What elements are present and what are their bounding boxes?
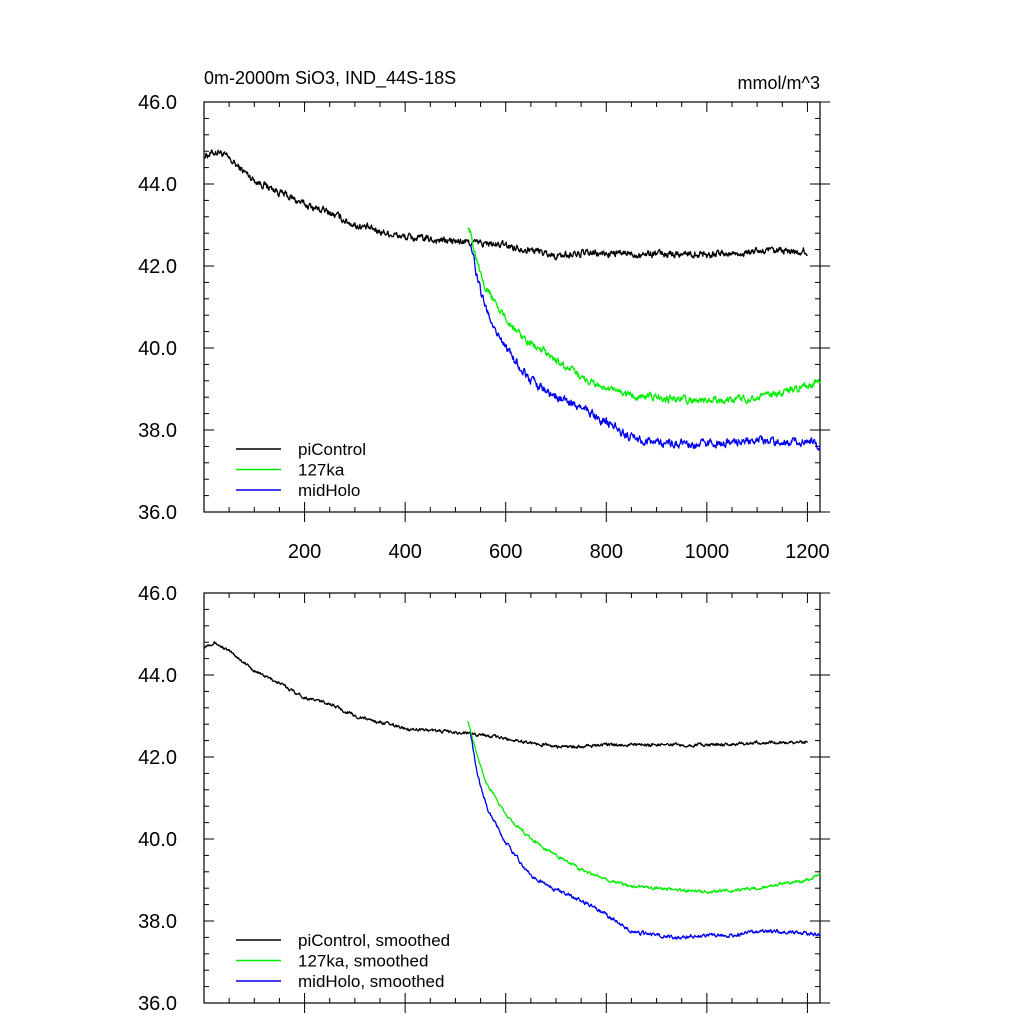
series-line-picontrol-smoothed <box>204 641 808 749</box>
legend-label: piControl <box>298 440 366 459</box>
legend-label: midHolo, smoothed <box>298 972 444 991</box>
legend-label: piControl, smoothed <box>298 931 450 950</box>
plot-frame <box>203 592 821 1004</box>
x-tick-label: 600 <box>489 541 522 563</box>
series-line-127ka-smoothed <box>467 721 821 895</box>
series-line-127ka <box>467 227 821 405</box>
legend-label: 127ka, smoothed <box>298 952 428 971</box>
y-tick-label: 42.0 <box>138 747 177 769</box>
series-line-midholo <box>469 244 821 451</box>
y-tick-label: 44.0 <box>138 665 177 687</box>
y-tick-label: 40.0 <box>138 829 177 851</box>
x-tick-label: 1200 <box>785 541 830 563</box>
x-tick-label: 1000 <box>685 541 730 563</box>
units-label: mmol/m^3 <box>738 73 820 93</box>
y-tick-label: 36.0 <box>138 993 177 1015</box>
plot-frame <box>203 101 821 513</box>
y-tick-label: 44.0 <box>138 174 177 196</box>
series-line-picontrol <box>204 149 808 261</box>
y-tick-label: 38.0 <box>138 911 177 933</box>
bottom-panel: 36.0 38.0 40.0 42.0 44.0 46.0 piControl, smoot… <box>138 583 830 1015</box>
y-tick-label: 46.0 <box>138 583 177 605</box>
y-tick-label: 42.0 <box>138 256 177 278</box>
legend-label: 127ka <box>298 461 345 480</box>
legend-label: midHolo <box>298 481 360 500</box>
series-line-midholo-smoothed <box>469 733 821 940</box>
top-panel: 200 400 600 800 1000 1200 36.0 38.0 40.0 42.0 44.0… <box>138 92 830 563</box>
x-tick-label: 200 <box>288 541 321 563</box>
y-tick-label: 36.0 <box>138 502 177 524</box>
y-tick-label: 38.0 <box>138 420 177 442</box>
x-tick-label: 400 <box>388 541 421 563</box>
y-tick-label: 40.0 <box>138 338 177 360</box>
chart-title: 0m-2000m SiO3, IND_44S-18S <box>204 68 456 89</box>
y-tick-label: 46.0 <box>138 92 177 114</box>
x-tick-label: 800 <box>590 541 623 563</box>
